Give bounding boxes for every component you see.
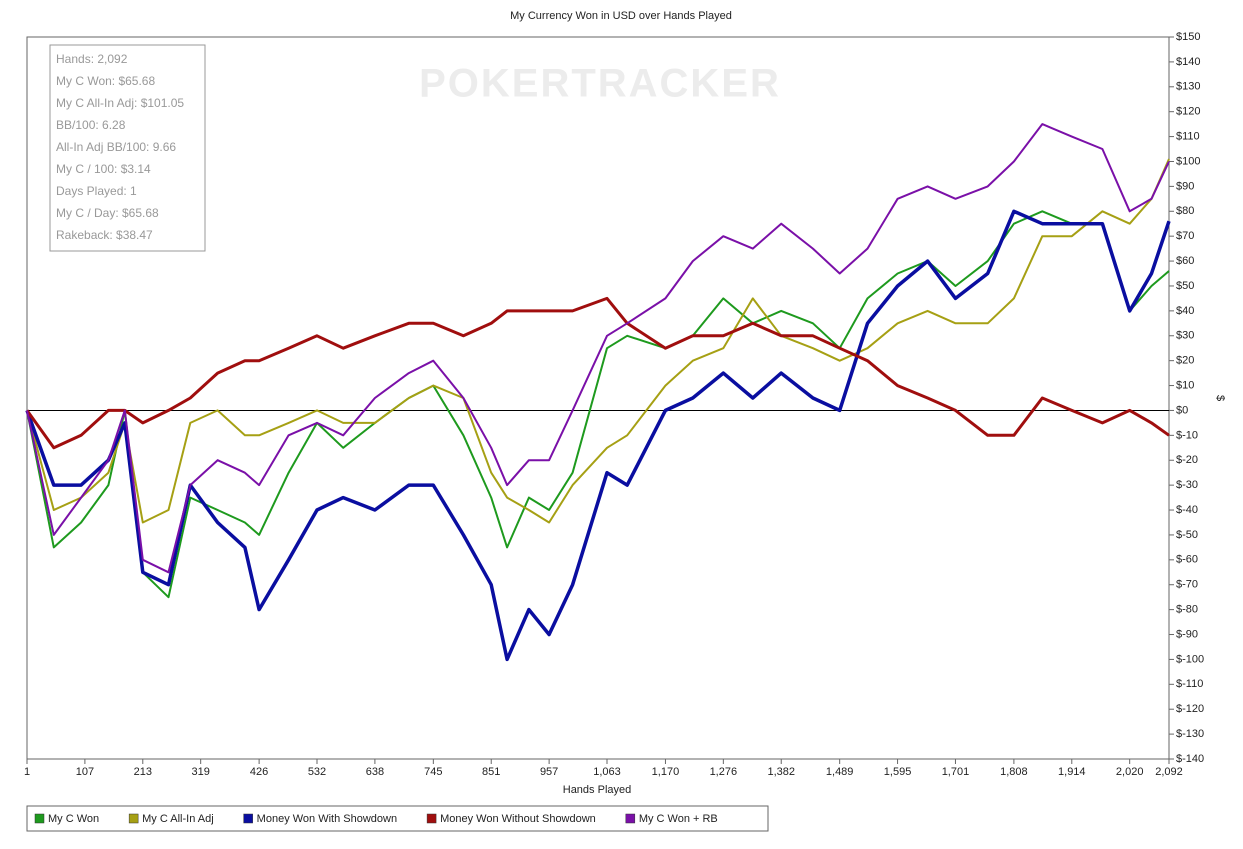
legend-label: Money Won Without Showdown bbox=[440, 813, 596, 825]
stat-line: My C All-In Adj: $101.05 bbox=[56, 96, 184, 110]
legend-label: Money Won With Showdown bbox=[257, 813, 397, 825]
y-tick-label: $-140 bbox=[1176, 753, 1204, 765]
y-axis-label: $ bbox=[1214, 395, 1226, 401]
stat-line: Hands: 2,092 bbox=[56, 52, 128, 66]
y-tick-label: $100 bbox=[1176, 155, 1200, 167]
y-tick-label: $50 bbox=[1176, 280, 1194, 292]
y-tick-label: $-100 bbox=[1176, 653, 1204, 665]
stat-line: BB/100: 6.28 bbox=[56, 118, 126, 132]
y-tick-label: $110 bbox=[1176, 130, 1200, 142]
series-line bbox=[25, 296, 1170, 450]
series-line bbox=[26, 210, 1170, 599]
x-tick-label: 1,063 bbox=[593, 766, 621, 778]
y-tick-label: $20 bbox=[1176, 355, 1194, 367]
y-tick-label: $-30 bbox=[1176, 479, 1198, 491]
series-line bbox=[26, 123, 1170, 574]
y-tick-label: $-60 bbox=[1176, 554, 1198, 566]
y-tick-label: $30 bbox=[1176, 330, 1194, 342]
y-tick-label: $120 bbox=[1176, 106, 1200, 118]
series-line bbox=[25, 209, 1171, 662]
stat-line: My C Won: $65.68 bbox=[56, 74, 155, 88]
y-tick-label: $130 bbox=[1176, 81, 1200, 93]
y-tick-label: $10 bbox=[1176, 379, 1194, 391]
x-tick-label: 1,701 bbox=[942, 766, 970, 778]
x-tick-label: 957 bbox=[540, 766, 558, 778]
x-axis-label: Hands Played bbox=[563, 784, 632, 796]
y-tick-label: $0 bbox=[1176, 404, 1188, 416]
stat-line: My C / 100: $3.14 bbox=[56, 162, 151, 176]
legend-label: My C Won + RB bbox=[639, 813, 718, 825]
legend-swatch bbox=[128, 813, 139, 824]
stat-line: My C / Day: $65.68 bbox=[56, 206, 159, 220]
x-tick-label: 1,382 bbox=[767, 766, 795, 778]
x-tick-label: 2,020 bbox=[1116, 766, 1144, 778]
x-tick-label: 2,092 bbox=[1155, 766, 1183, 778]
legend-label: My C All-In Adj bbox=[142, 813, 214, 825]
series-line bbox=[26, 158, 1170, 524]
y-tick-label: $-70 bbox=[1176, 579, 1198, 591]
y-tick-label: $70 bbox=[1176, 230, 1194, 242]
stat-line: Days Played: 1 bbox=[56, 184, 137, 198]
y-tick-label: $-50 bbox=[1176, 529, 1198, 541]
chart-title: My Currency Won in USD over Hands Played bbox=[510, 10, 732, 22]
x-tick-label: 851 bbox=[482, 766, 500, 778]
watermark: POKERTRACKER bbox=[419, 62, 781, 106]
legend-label: My C Won bbox=[48, 813, 99, 825]
x-tick-label: 107 bbox=[76, 766, 94, 778]
x-tick-label: 426 bbox=[250, 766, 268, 778]
y-tick-label: $-130 bbox=[1176, 728, 1204, 740]
x-tick-label: 1,170 bbox=[652, 766, 680, 778]
x-tick-label: 1,808 bbox=[1000, 766, 1028, 778]
y-tick-label: $-90 bbox=[1176, 628, 1198, 640]
y-tick-label: $150 bbox=[1176, 31, 1200, 43]
legend-swatch bbox=[625, 813, 636, 824]
legend-swatch bbox=[34, 813, 45, 824]
y-tick-label: $-80 bbox=[1176, 604, 1198, 616]
x-tick-label: 638 bbox=[366, 766, 384, 778]
legend-box bbox=[26, 805, 769, 832]
x-tick-label: 213 bbox=[134, 766, 152, 778]
x-tick-label: 532 bbox=[308, 766, 326, 778]
x-tick-label: 1,276 bbox=[710, 766, 738, 778]
stats-box bbox=[49, 44, 206, 252]
y-tick-label: $140 bbox=[1176, 56, 1200, 68]
plot-frame bbox=[26, 36, 1170, 760]
x-tick-label: 1,914 bbox=[1058, 766, 1086, 778]
x-tick-label: 745 bbox=[424, 766, 442, 778]
y-tick-label: $60 bbox=[1176, 255, 1194, 267]
y-tick-label: $-120 bbox=[1176, 703, 1204, 715]
y-tick-label: $90 bbox=[1176, 180, 1194, 192]
x-tick-label: 319 bbox=[191, 766, 209, 778]
legend-swatch bbox=[426, 813, 437, 824]
y-tick-label: $-40 bbox=[1176, 504, 1198, 516]
stat-line: All-In Adj BB/100: 9.66 bbox=[56, 140, 176, 154]
y-tick-label: $-10 bbox=[1176, 429, 1198, 441]
y-tick-label: $-110 bbox=[1176, 678, 1203, 690]
stat-line: Rakeback: $38.47 bbox=[56, 228, 153, 242]
y-tick-label: $80 bbox=[1176, 205, 1194, 217]
y-tick-label: $-20 bbox=[1176, 454, 1198, 466]
y-tick-label: $40 bbox=[1176, 305, 1194, 317]
x-tick-label: 1,489 bbox=[826, 766, 854, 778]
x-tick-label: 1 bbox=[24, 766, 30, 778]
legend-swatch bbox=[243, 813, 253, 824]
x-tick-label: 1,595 bbox=[884, 766, 912, 778]
